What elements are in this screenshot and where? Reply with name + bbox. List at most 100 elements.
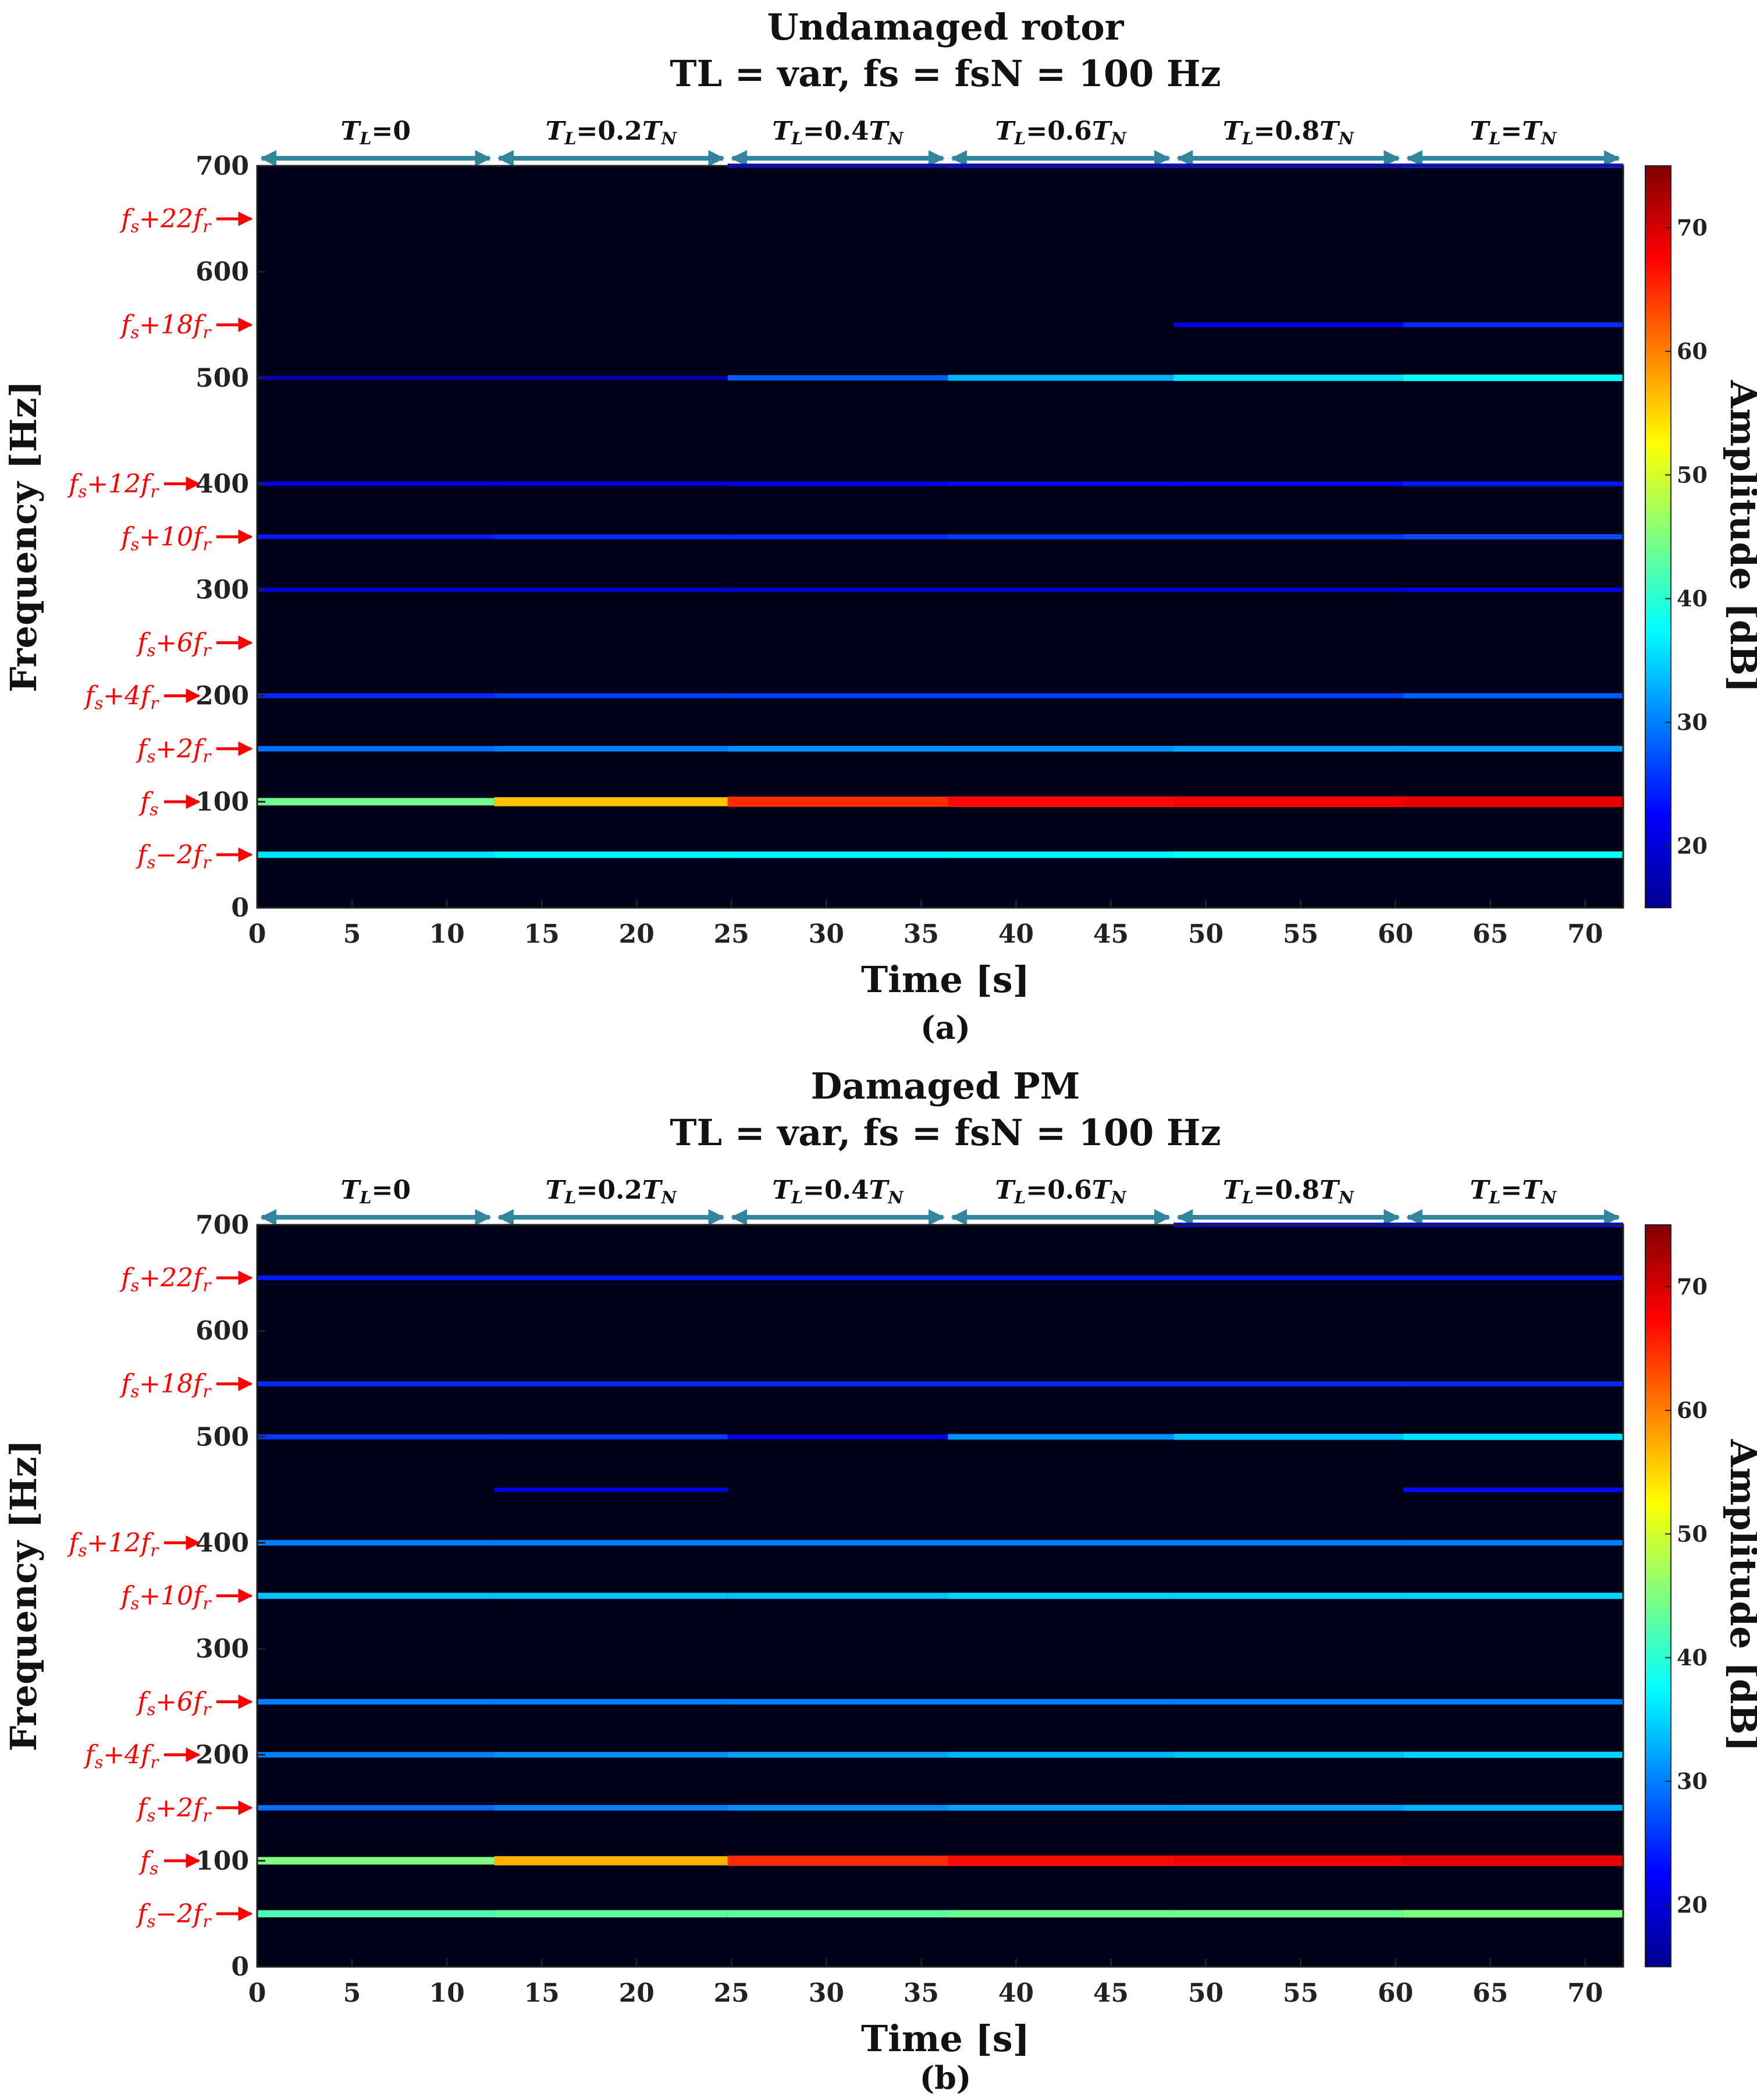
spectral-line-segment [948,745,1174,752]
spectral-line-segment [948,1910,1174,1918]
colorbar-gradient [1645,165,1671,908]
spectral-line-segment [257,1381,495,1387]
spectral-line-segment [948,693,1174,698]
colorbar-tick-label: 30 [1677,1768,1708,1794]
x-tick-label: 50 [1188,919,1224,949]
x-axis-label: Time [s] [861,2017,1030,2060]
spectral-line-segment [1173,796,1403,808]
harmonic-label: fs​+18fr​ [119,310,212,342]
spectral-line-segment [1403,1855,1623,1867]
spectral-line-segment [257,375,495,380]
spectral-line-segment [1403,481,1623,486]
spectral-line-segment [494,851,728,858]
x-tick-label: 60 [1378,919,1413,949]
harmonic-label: fs​+22fr​ [119,1263,212,1295]
segment-label: TL​=TN​ [1470,116,1557,148]
spectral-line-segment [1173,481,1403,486]
x-tick-label: 55 [1283,1978,1318,2008]
x-tick-label: 30 [809,919,844,949]
spectral-line-segment [727,745,948,752]
harmonic-annotations: fs​+22fr​ fs​+18fr​ fs​+12fr​ fs​+10fr​ fs​+… [67,204,253,872]
y-axis-ticks: 0 100 200 300 400 500 600 700 [195,151,265,923]
harmonic-label: fs​+2fr​ [136,1793,212,1825]
x-tick-label: 15 [524,1978,560,2008]
harmonic-label: fs​+2fr​ [136,734,212,766]
spectral-line-segment [727,797,948,807]
spectral-line-segment [948,1855,1174,1866]
spectral-line-segment [494,1699,728,1705]
x-tick-label: 65 [1473,1978,1508,2008]
spectral-line-segment [948,851,1174,858]
spectral-line-segment [727,1910,948,1918]
x-tick-label: 35 [904,1978,939,2008]
spectral-line-segment [1403,1751,1623,1758]
x-tick-label: 60 [1378,1978,1413,2008]
spectral-line-segment [1173,1593,1403,1599]
colorbar-label: Amplitude [dB] [1722,1439,1757,1752]
spectral-line-segment [257,1805,495,1811]
y-tick-label: 0 [231,893,249,923]
spectral-line-segment [257,1699,495,1705]
colorbar-tick-label: 60 [1677,1397,1708,1423]
colorbar-tick-label: 20 [1677,833,1708,859]
x-tick-label: 20 [619,919,655,949]
spectral-line-segment [727,1699,948,1705]
spectral-line-segment [1403,322,1623,328]
spectral-line-segment [1173,1275,1403,1281]
panel-subtitle: TL = var, fs = fsN = 100 Hz [670,1111,1221,1154]
panel-a: Undamaged rotor TL = var, fs = fsN = 100… [2,6,1757,1046]
x-tick-label: 40 [998,1978,1034,2008]
spectral-line-segment [494,1856,728,1866]
segment-label: TL​=0 [341,1175,411,1207]
x-tick-label: 25 [714,919,749,949]
y-tick-label: 700 [195,1210,249,1240]
colorbar-label: Amplitude [dB] [1722,380,1757,693]
harmonic-label: fs​+18fr​ [119,1369,212,1401]
colorbar: 20 30 40 50 60 70 Amplitude [dB] [1645,165,1757,908]
panel-title: Damaged PM [811,1065,1080,1107]
spectral-line-segment [727,693,948,698]
spectral-line-segment [948,796,1174,807]
spectral-lines [257,163,1623,858]
spectral-line-segment [1403,1540,1623,1546]
spectral-line-segment [257,1751,495,1758]
spectral-line-segment [1173,1855,1403,1867]
spectral-line-segment [727,587,948,592]
spectral-line-segment [948,481,1174,486]
colorbar-tick-label: 70 [1677,1273,1708,1299]
spectral-line-segment [494,746,728,752]
spectral-line-segment [948,587,1174,592]
spectral-line-segment [1173,534,1403,539]
harmonic-label: fs​ [138,1846,158,1878]
spectral-line-segment [1403,374,1623,381]
segment-bar: TL​=0 TL​=0.2TN​ TL​=0.4TN​ TL​=0.6TN​ TL​=0… [260,1175,1620,1225]
spectral-line-segment [494,1805,728,1811]
x-tick-label: 45 [1093,1978,1129,2008]
y-tick-label: 100 [195,1846,249,1876]
colorbar-ticks: 20 30 40 50 60 70 [1665,1273,1708,1918]
spectral-line-segment [257,798,495,806]
segment-label: TL​=0.6TN​ [995,1175,1127,1207]
spectral-line-segment [494,1540,728,1546]
spectral-line-segment [257,1593,495,1599]
spectral-line-segment [1403,745,1623,752]
spectral-line-segment [1173,322,1403,328]
spectral-line-segment [257,587,495,592]
colorbar-tick-label: 40 [1677,1644,1708,1671]
x-tick-label: 0 [248,919,266,949]
spectral-line-segment [948,1593,1174,1599]
x-tick-label: 0 [248,1978,266,2008]
harmonic-label: fs​+4fr​ [83,681,159,713]
y-tick-label: 300 [195,575,249,605]
spectral-line-segment [727,1804,948,1811]
spectral-line-segment [494,1434,728,1440]
spectral-line-segment [948,1381,1174,1387]
segment-label: TL​=0.4TN​ [772,1175,904,1207]
spectral-line-segment [1173,1751,1403,1758]
harmonic-label: fs​+10fr​ [119,1582,212,1614]
x-tick-label: 55 [1283,919,1318,949]
spectral-line-segment [257,1910,495,1918]
spectral-line-segment [948,1434,1174,1440]
x-tick-label: 65 [1473,919,1508,949]
